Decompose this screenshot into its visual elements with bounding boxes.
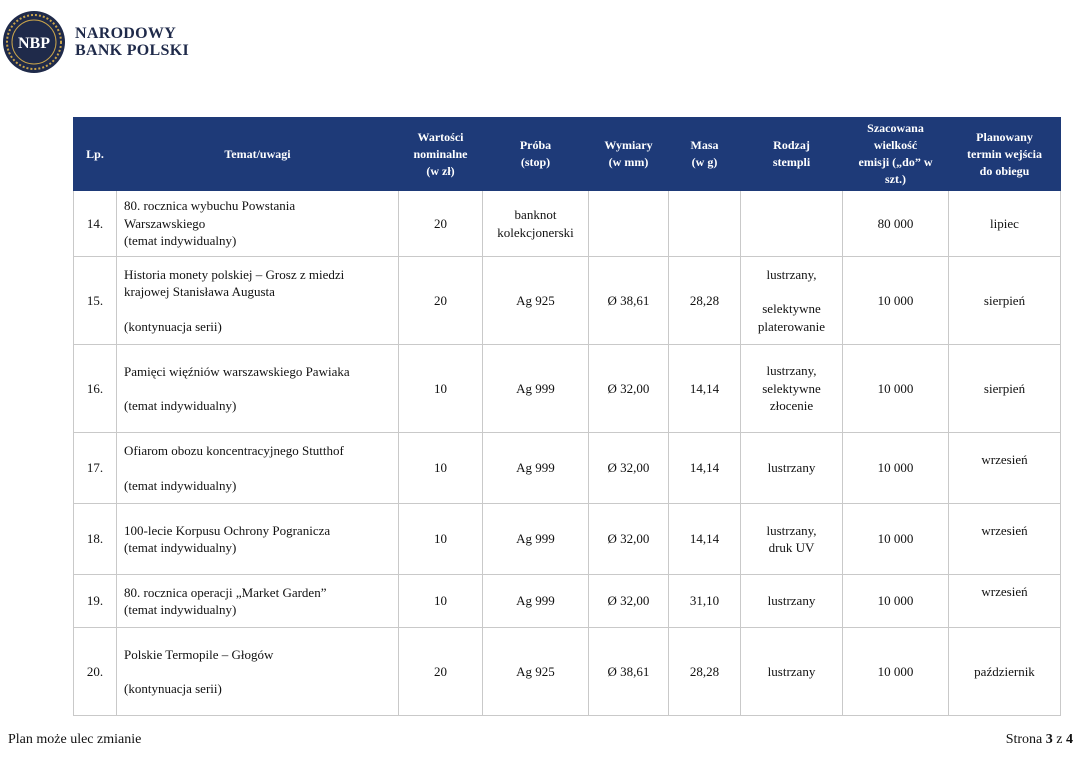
coin-plan-table: Lp. Temat/uwagi Wartości nominalne (w zł) … [73,117,1061,716]
page-current: 3 [1045,732,1053,747]
row-dimensions [588,190,669,257]
row-emission: 10 000 [842,344,949,433]
row-dimensions: Ø 38,61 [588,256,669,345]
row-mass: 28,28 [668,627,741,716]
table-row: 19. 80. rocznica operacji „Market Garden”… [73,574,1061,628]
logo-text: NBP [18,35,50,52]
row-emission: 80 000 [842,190,949,257]
row-date: sierpień [948,256,1061,345]
table-row: 16. Pamięci więźniów warszawskiego Pawiak… [73,344,1061,433]
row-date: październik [948,627,1061,716]
row-emission: 10 000 [842,503,949,575]
table-row: 15. Historia monety polskiej – Grosz z mi… [73,256,1061,345]
row-stamp [740,190,843,257]
row-mass: 14,14 [668,503,741,575]
row-dimensions: Ø 32,00 [588,503,669,575]
row-lp: 15. [73,256,117,345]
row-dimensions: Ø 38,61 [588,627,669,716]
header-emission: Szacowana wielkość emisji („do” w szt.) [842,117,949,191]
row-value: 10 [398,574,483,628]
row-fineness: Ag 925 [482,256,589,345]
row-topic: Pamięci więźniów warszawskiego Pawiaka (t… [116,344,399,433]
row-emission: 10 000 [842,256,949,345]
row-topic: Historia monety polskiej – Grosz z miedz… [116,256,399,345]
row-emission: 10 000 [842,432,949,504]
row-dimensions: Ø 32,00 [588,432,669,504]
row-fineness: Ag 925 [482,627,589,716]
header-value: Wartości nominalne (w zł) [398,117,483,191]
row-topic: Polskie Termopile – Głogów (kontynuacja s… [116,627,399,716]
row-value: 10 [398,503,483,575]
nbp-logo: NBP [3,11,65,73]
row-stamp: lustrzany, druk UV [740,503,843,575]
header-date: Planowany termin wejścia do obiegu [948,117,1061,191]
row-stamp: lustrzany, selektywne platerowanie [740,256,843,345]
header-topic: Temat/uwagi [116,117,399,191]
row-value: 20 [398,627,483,716]
row-stamp: lustrzany [740,627,843,716]
row-fineness: Ag 999 [482,432,589,504]
table-row: 17. Ofiarom obozu koncentracyjnego Stutth… [73,432,1061,504]
row-topic: Ofiarom obozu koncentracyjnego Stutthof(… [116,432,399,504]
row-value: 10 [398,344,483,433]
header-lp: Lp. [73,117,117,191]
row-mass: 31,10 [668,574,741,628]
row-topic: 80. rocznica wybuchu Powstania Warszawski… [116,190,399,257]
row-lp: 17. [73,432,117,504]
row-date: wrzesień [948,503,1061,575]
row-date: wrzesień [948,432,1061,504]
row-mass: 28,28 [668,256,741,345]
row-lp: 16. [73,344,117,433]
row-dimensions: Ø 32,00 [588,344,669,433]
row-lp: 14. [73,190,117,257]
row-stamp: lustrzany [740,432,843,504]
row-fineness: banknot kolekcjonerski [482,190,589,257]
row-lp: 19. [73,574,117,628]
header-stamp: Rodzaj stempli [740,117,843,191]
row-lp: 20. [73,627,117,716]
row-date: sierpień [948,344,1061,433]
bank-name-line2: BANK POLSKI [75,42,189,59]
row-emission: 10 000 [842,627,949,716]
row-value: 20 [398,190,483,257]
row-dimensions: Ø 32,00 [588,574,669,628]
bank-name: NARODOWY BANK POLSKI [75,25,189,59]
footer-note: Plan może ulec zmianie [8,732,142,747]
table-row: 18. 100-lecie Korpusu Ochrony Pogranicza(… [73,503,1061,575]
header-mass: Masa (w g) [668,117,741,191]
bank-name-line1: NARODOWY [75,25,177,42]
table-row: 20. Polskie Termopile – Głogów (kontynuacj… [73,627,1061,716]
row-fineness: Ag 999 [482,503,589,575]
table-row: 14. 80. rocznica wybuchu Powstania Warszaw… [73,190,1061,257]
header-dimensions: Wymiary (w mm) [588,117,669,191]
row-emission: 10 000 [842,574,949,628]
row-mass [668,190,741,257]
row-topic: 80. rocznica operacji „Market Garden” (te… [116,574,399,628]
row-mass: 14,14 [668,432,741,504]
row-stamp: lustrzany [740,574,843,628]
row-lp: 18. [73,503,117,575]
page-total: 4 [1066,732,1073,747]
header-fineness: Próba (stop) [482,117,589,191]
row-fineness: Ag 999 [482,344,589,433]
table-header-row: Lp. Temat/uwagi Wartości nominalne (w zł) … [73,117,1061,191]
row-date: wrzesień [948,574,1061,628]
row-date: lipiec [948,190,1061,257]
row-mass: 14,14 [668,344,741,433]
row-topic: 100-lecie Korpusu Ochrony Pogranicza (tem… [116,503,399,575]
page-number: Strona 3 z 4 [1005,732,1073,747]
row-fineness: Ag 999 [482,574,589,628]
row-value: 10 [398,432,483,504]
row-stamp: lustrzany, selektywne złocenie [740,344,843,433]
row-value: 20 [398,256,483,345]
